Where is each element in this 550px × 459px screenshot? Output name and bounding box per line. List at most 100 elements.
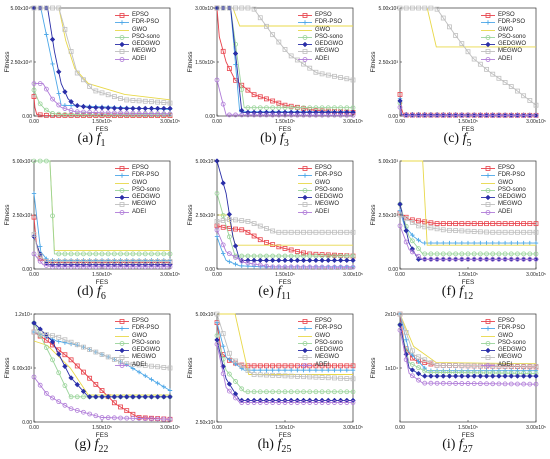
data-point [320, 253, 324, 257]
x-tick-label: 3.00x10⁵ [526, 119, 546, 125]
data-point [460, 364, 464, 368]
data-point [161, 106, 166, 111]
data-point [44, 108, 48, 112]
data-point [289, 113, 293, 117]
legend-marker [119, 20, 125, 25]
data-point [289, 248, 293, 252]
data-point [435, 222, 439, 226]
y-axis-label: Fitness [370, 357, 377, 379]
data-point [44, 391, 48, 395]
legend-entry: MEGWO [480, 48, 526, 55]
data-point [509, 85, 513, 89]
data-point [429, 6, 433, 10]
data-point [332, 74, 336, 78]
data-point [258, 113, 262, 117]
data-point [137, 265, 141, 269]
legend-entry: GEDGWO [480, 41, 526, 48]
x-axis-label: FES [96, 432, 109, 439]
legend-label: PSO-sono [315, 33, 343, 40]
legend-entry: PSO-sono [480, 187, 526, 194]
legend-entry: FDR-PSO [297, 19, 343, 26]
legend-label: GEDGWO [315, 194, 343, 201]
data-point [429, 381, 433, 385]
data-point [162, 365, 166, 369]
legend: EPSO FDR-PSO GWO PSO-sono GEDGWO MEGWO ADEI [297, 318, 343, 369]
legend-label: EPSO [498, 318, 515, 324]
data-point [404, 228, 409, 233]
legend-marker [485, 34, 491, 40]
data-point [93, 105, 98, 110]
legend-label: MEGWO [132, 48, 156, 55]
data-point [332, 258, 337, 263]
x-axis-label: FES [462, 126, 475, 133]
panel-caption: (e) f11 [183, 284, 366, 302]
data-point [404, 6, 408, 10]
legend-swatch [114, 347, 130, 354]
data-point [215, 320, 219, 324]
legend-marker [485, 56, 491, 62]
data-point [32, 321, 37, 326]
data-point [521, 369, 525, 373]
data-point [351, 78, 355, 82]
legend-label: EPSO [315, 12, 332, 18]
data-point [460, 113, 464, 117]
data-point [44, 332, 48, 336]
y-tick-label: 0.00 [205, 114, 215, 120]
data-point [119, 111, 123, 115]
data-point [233, 244, 238, 249]
data-point [534, 364, 538, 368]
data-point [131, 113, 135, 117]
legend-marker [302, 340, 308, 346]
data-point [246, 390, 250, 394]
caption-label: (h) [257, 437, 278, 452]
legend-label: PSO-sono [315, 339, 343, 346]
chart-panel-c: 0.00 1.50x10⁵ 3.00x10⁵ 0.00 2.50x10³ 5.00x10³… [366, 0, 549, 153]
data-point [295, 113, 299, 117]
caption-label: (b) [260, 131, 280, 146]
data-point [125, 416, 129, 420]
legend-label: EPSO [498, 12, 515, 18]
data-point [227, 235, 231, 239]
legend-swatch [297, 187, 313, 194]
data-point [75, 265, 79, 269]
caption-label: (e) [258, 284, 278, 299]
legend-marker [302, 202, 308, 208]
legend-label: ADEI [498, 55, 513, 62]
data-point [51, 265, 55, 269]
data-point [447, 374, 452, 379]
data-point [295, 258, 300, 263]
data-point [339, 76, 343, 80]
y-tick-label: 5.00x10³ [196, 159, 216, 165]
data-point [240, 264, 244, 268]
legend-entry: GWO [297, 180, 343, 187]
data-point [423, 252, 427, 256]
series-markers-epso [215, 321, 355, 368]
legend-marker [485, 202, 491, 208]
data-point [246, 6, 250, 10]
data-point [435, 257, 439, 261]
data-point [410, 6, 414, 10]
y-tick-label: 2.50x10³ [196, 213, 216, 219]
data-point [38, 6, 42, 10]
legend-entry: GEDGWO [114, 41, 160, 48]
data-point [283, 230, 287, 234]
legend-marker [119, 202, 125, 208]
data-point [478, 364, 482, 368]
data-point [509, 230, 513, 234]
y-tick-label: 0.00 [388, 267, 398, 273]
y-tick-label: 5.00x10¹⁰ [11, 6, 32, 12]
data-point [345, 377, 349, 381]
data-point [460, 229, 464, 233]
panel-caption: (b) f3 [183, 131, 366, 149]
caption-subscript: 3 [283, 137, 289, 149]
data-point [423, 381, 427, 385]
legend-entry: ADEI [114, 209, 160, 216]
data-point [258, 368, 262, 372]
x-tick-label: 1.50x10⁵ [458, 119, 478, 125]
data-point [264, 113, 268, 117]
legend-label: GWO [132, 26, 147, 33]
data-point [137, 111, 141, 115]
data-point [497, 230, 501, 234]
data-point [50, 62, 54, 66]
